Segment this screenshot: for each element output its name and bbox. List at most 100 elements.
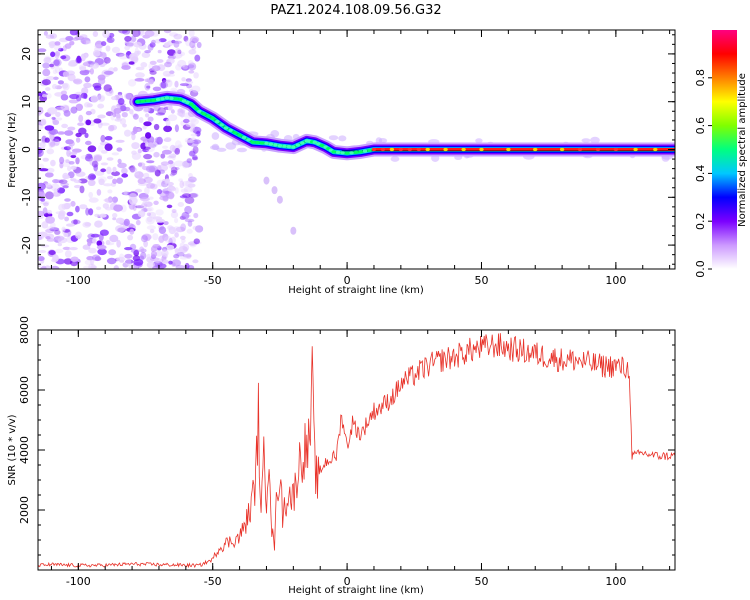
noise-blob bbox=[189, 242, 197, 248]
noise-blob bbox=[42, 207, 48, 215]
noise-blob bbox=[52, 83, 58, 90]
noise-blob bbox=[88, 197, 99, 203]
noise-blob bbox=[104, 143, 113, 151]
chart-title: PAZ1.2024.108.09.56.G32 bbox=[270, 3, 441, 18]
noise-blob bbox=[106, 37, 115, 43]
noise-blob bbox=[112, 217, 117, 221]
noise-blob bbox=[79, 66, 87, 71]
noise-blob bbox=[169, 32, 178, 37]
ridge-hotspot bbox=[443, 147, 448, 152]
y-axis-label: Frequency (Hz) bbox=[7, 112, 18, 188]
noise-blob bbox=[173, 33, 183, 40]
noise-blob bbox=[146, 216, 153, 223]
noise-blob bbox=[150, 250, 158, 258]
noise-blob bbox=[65, 159, 70, 164]
noise-blob bbox=[42, 157, 49, 162]
noise-blob bbox=[164, 137, 172, 142]
noise-blob bbox=[78, 114, 84, 123]
noise-blob bbox=[106, 175, 114, 180]
noise-blob bbox=[106, 257, 117, 265]
noise-blob bbox=[158, 226, 167, 234]
noise-blob bbox=[155, 112, 165, 116]
noise-blob bbox=[121, 112, 128, 118]
noise-blob bbox=[47, 107, 58, 115]
noise-blob bbox=[92, 254, 101, 261]
noise-blob bbox=[139, 246, 145, 253]
ridge-hotspot bbox=[155, 97, 161, 102]
noise-blob bbox=[55, 111, 61, 118]
x-axis-label: Height of straight line (km) bbox=[288, 285, 424, 296]
noise-blob bbox=[123, 190, 128, 196]
noise-blob bbox=[115, 217, 125, 224]
noise-blob bbox=[173, 40, 180, 48]
noise-blob bbox=[50, 183, 60, 192]
noise-blob bbox=[52, 58, 62, 67]
noise-blob bbox=[149, 228, 155, 234]
noise-blob bbox=[146, 160, 155, 164]
noise-blob bbox=[112, 196, 118, 203]
noise-blob bbox=[128, 79, 137, 87]
ridge-hotspot bbox=[362, 149, 368, 153]
noise-blob bbox=[144, 30, 155, 37]
noise-blob bbox=[107, 189, 113, 194]
noise-blob bbox=[171, 259, 182, 267]
noise-blob bbox=[179, 180, 185, 189]
noise-blob bbox=[185, 122, 194, 127]
noise-blob bbox=[140, 248, 147, 253]
noise-blob bbox=[174, 217, 179, 224]
noise-blob bbox=[69, 30, 79, 36]
noise-blob bbox=[87, 179, 96, 186]
noise-blob bbox=[91, 160, 99, 168]
noise-blob bbox=[135, 66, 145, 71]
noise-blob bbox=[79, 185, 85, 194]
noise-blob bbox=[145, 132, 152, 139]
noise-blob bbox=[158, 235, 165, 243]
noise-blob bbox=[97, 144, 104, 152]
colorbar-tick-label: 0.2 bbox=[694, 212, 707, 230]
noise-blob bbox=[154, 169, 161, 177]
ridge-hotspot bbox=[380, 147, 386, 152]
noise-blob bbox=[192, 146, 199, 154]
noise-blob bbox=[174, 167, 180, 170]
noise-blob bbox=[174, 80, 179, 88]
ridge-hotspot bbox=[331, 150, 336, 154]
noise-blob bbox=[88, 208, 94, 216]
noise-blob bbox=[143, 146, 151, 150]
noise-blob bbox=[170, 169, 178, 176]
noise-blob bbox=[108, 125, 115, 132]
colorbar-tick-label: 0.4 bbox=[694, 165, 707, 183]
noise-blob bbox=[129, 109, 134, 115]
noise-blob bbox=[163, 221, 169, 226]
noise-blob bbox=[42, 94, 47, 98]
colorbar-bar bbox=[712, 30, 737, 269]
noise-blob bbox=[144, 186, 150, 195]
noise-blob bbox=[54, 235, 65, 241]
noise-blob bbox=[119, 105, 127, 112]
colorbar-tick-label: 0.0 bbox=[694, 260, 707, 278]
noise-blob bbox=[147, 116, 154, 122]
noise-blob bbox=[68, 161, 75, 165]
noise-blob bbox=[103, 84, 112, 92]
noise-blob bbox=[105, 111, 114, 117]
noise-blob bbox=[39, 168, 49, 172]
noise-blob bbox=[59, 156, 65, 165]
ridge-hotspot bbox=[277, 144, 283, 148]
noise-blob bbox=[53, 45, 62, 51]
noise-blob bbox=[82, 62, 90, 67]
noise-blob bbox=[156, 189, 163, 195]
noise-blob bbox=[127, 234, 134, 241]
noise-blob bbox=[175, 48, 182, 54]
noise-blob bbox=[137, 210, 146, 218]
noise-blob bbox=[188, 176, 197, 183]
y-axis-label: SNR (10 * v/v) bbox=[7, 414, 18, 485]
colorbar: 0.0 0.2 0.4 0.6 0.8 Normalized spectral ampli… bbox=[694, 30, 748, 278]
noise-blob bbox=[167, 114, 178, 122]
noise-blob bbox=[177, 202, 184, 207]
noise-blob bbox=[177, 49, 182, 55]
noise-blob bbox=[164, 61, 172, 68]
noise-blob bbox=[82, 69, 91, 74]
ridge-hotspot bbox=[316, 142, 321, 146]
noise-blob bbox=[189, 192, 199, 198]
noise-blob bbox=[187, 60, 194, 66]
noise-blob bbox=[89, 68, 94, 75]
